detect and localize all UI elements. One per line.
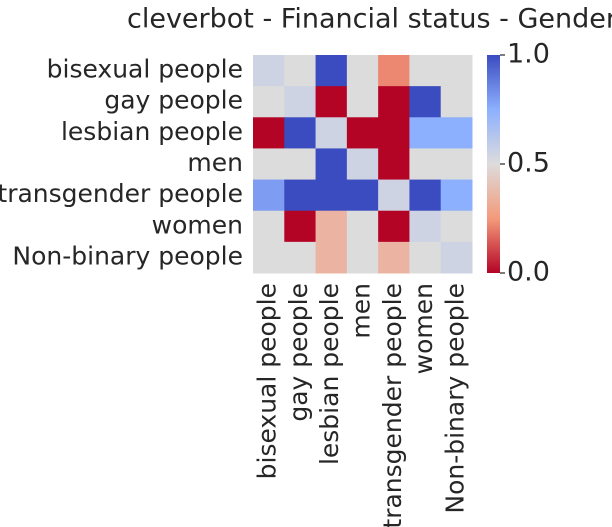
heatmap-cell	[409, 241, 442, 274]
column-label: men	[347, 283, 376, 339]
heatmap-cell	[346, 117, 379, 149]
heatmap-cell	[284, 148, 317, 181]
heatmap-cell	[253, 179, 285, 212]
heatmap-cell	[346, 86, 379, 118]
heatmap-cell	[284, 241, 317, 274]
row-label: women	[152, 210, 243, 239]
heatmap-cell	[378, 117, 410, 149]
heatmap-cell	[253, 241, 285, 274]
heatmap-cell	[378, 179, 410, 212]
row-label: lesbian people	[61, 117, 243, 146]
chart-title: cleverbot - Financial status - Gender	[127, 4, 612, 35]
heatmap-cell	[440, 55, 473, 87]
heatmap-cell	[409, 117, 442, 149]
heatmap-cell	[440, 148, 473, 181]
heatmap-cell	[440, 210, 473, 243]
heatmap-cell	[315, 210, 348, 243]
heatmap-cell	[409, 210, 442, 243]
heatmap-cell	[409, 179, 442, 212]
heatmap-cell	[440, 179, 473, 212]
row-label: bisexual people	[47, 55, 243, 84]
heatmap-cell	[284, 55, 317, 87]
heatmap-cell	[409, 86, 442, 118]
heatmap-cell	[440, 86, 473, 118]
heatmap-cell	[315, 86, 348, 118]
heatmap-cell	[284, 117, 317, 149]
heatmap-cell	[315, 241, 348, 274]
heatmap-cell	[315, 179, 348, 212]
row-label: gay people	[104, 86, 243, 115]
heatmap-cell	[284, 179, 317, 212]
colorbar-tick-label: 1.0	[507, 39, 550, 70]
heatmap-cell	[346, 241, 379, 274]
colorbar-tick-label: 0.0	[507, 257, 550, 288]
column-label: Non-binary people	[440, 283, 469, 514]
column-label: transgender people	[378, 283, 407, 527]
column-label: women	[409, 283, 438, 374]
heatmap-cell	[346, 148, 379, 181]
heatmap-cell	[315, 117, 348, 149]
heatmap-cell	[253, 55, 285, 87]
heatmap-cell	[440, 241, 473, 274]
heatmap-cell	[378, 210, 410, 243]
heatmap-cell	[409, 55, 442, 87]
heatmap-cell	[378, 86, 410, 118]
heatmap-cell	[346, 55, 379, 87]
heatmap-cell	[253, 86, 285, 118]
heatmap-cell	[284, 86, 317, 118]
heatmap-cell	[253, 148, 285, 181]
column-label: bisexual people	[253, 283, 282, 479]
heatmap-cell	[378, 241, 410, 274]
heatmap-cell	[315, 148, 348, 181]
heatmap-cell	[284, 210, 317, 243]
column-label: gay people	[284, 283, 313, 422]
heatmap-cell	[378, 148, 410, 181]
row-label: men	[187, 148, 243, 177]
heatmap-cell	[346, 210, 379, 243]
heatmap-cell	[378, 55, 410, 87]
colorbar	[487, 55, 500, 273]
row-label: transgender people	[0, 179, 243, 208]
colorbar-tick-label: 0.5	[507, 148, 550, 179]
heatmap-cell	[440, 117, 473, 149]
heatmap-cell	[409, 148, 442, 181]
heatmap-cell	[253, 210, 285, 243]
heatmap-cell	[253, 117, 285, 149]
heatmap-cell	[315, 55, 348, 87]
column-label: lesbian people	[315, 283, 344, 465]
heatmap-cell	[346, 179, 379, 212]
row-label: Non-binary people	[12, 241, 243, 270]
